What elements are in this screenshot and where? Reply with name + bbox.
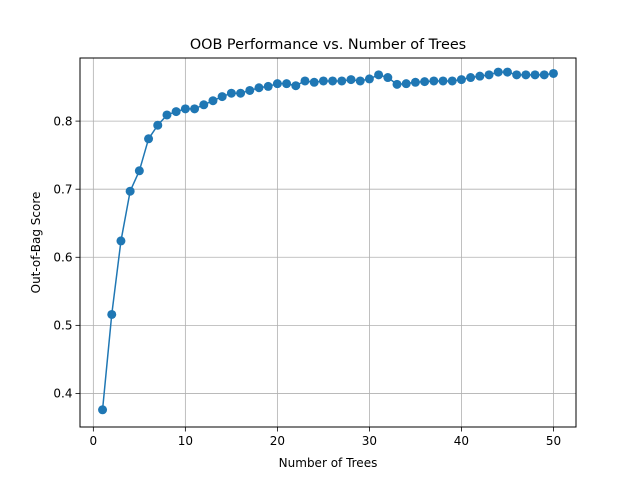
data-point	[199, 100, 209, 110]
data-point	[190, 104, 200, 114]
data-point	[438, 76, 448, 86]
data-point	[456, 75, 466, 85]
data-point	[300, 76, 310, 86]
data-point	[217, 92, 227, 102]
data-point	[502, 67, 512, 77]
x-tick-label: 50	[546, 434, 561, 448]
data-point	[475, 71, 485, 81]
data-point	[364, 74, 374, 84]
data-point	[272, 79, 282, 89]
data-point	[180, 104, 190, 114]
x-axis-label: Number of Trees	[279, 456, 378, 470]
data-point	[263, 81, 273, 91]
y-tick-label: 0.4	[53, 387, 72, 401]
x-tick-label: 30	[362, 434, 377, 448]
data-point	[282, 79, 292, 89]
x-tick-label: 0	[90, 434, 98, 448]
plot-area	[80, 58, 576, 427]
data-point	[328, 76, 338, 86]
y-tick-label: 0.7	[53, 182, 72, 196]
data-point	[153, 120, 163, 130]
data-point	[245, 85, 255, 95]
series-layer	[98, 67, 558, 415]
y-axis-label: Out-of-Bag Score	[29, 192, 43, 294]
data-point	[493, 67, 503, 77]
data-point	[530, 70, 540, 80]
data-point	[383, 73, 393, 83]
data-point	[429, 76, 439, 86]
data-point	[134, 166, 144, 176]
data-point	[171, 107, 181, 117]
data-point	[291, 81, 301, 91]
data-point	[512, 70, 522, 80]
data-point	[410, 77, 420, 87]
data-point	[521, 70, 531, 80]
data-point	[392, 79, 402, 89]
data-point	[226, 88, 236, 98]
data-point	[374, 70, 384, 80]
data-point	[125, 186, 135, 196]
y-tick-label: 0.5	[53, 319, 72, 333]
data-point	[548, 68, 558, 78]
y-tick-label: 0.6	[53, 251, 72, 265]
x-tick-label: 20	[270, 434, 285, 448]
data-point	[484, 70, 494, 80]
data-point	[355, 76, 365, 86]
ticks-layer: 0 10 20 30 40 50 0.4 0.5 0.6 0.7 0.8	[53, 114, 561, 448]
grid	[80, 58, 576, 427]
data-point	[236, 88, 246, 98]
data-point	[447, 76, 457, 86]
data-point	[346, 75, 356, 85]
data-point	[107, 309, 117, 319]
data-point	[208, 96, 218, 106]
data-point	[116, 236, 126, 246]
x-tick-label: 10	[178, 434, 193, 448]
data-point	[318, 76, 328, 86]
data-point	[254, 83, 264, 93]
data-point	[98, 405, 108, 415]
y-tick-label: 0.8	[53, 114, 72, 128]
data-point	[337, 76, 347, 86]
x-tick-label: 40	[454, 434, 469, 448]
data-point	[420, 77, 430, 87]
chart-title: OOB Performance vs. Number of Trees	[190, 37, 466, 53]
data-point	[162, 110, 172, 120]
data-point	[466, 73, 476, 83]
plot-frame	[79, 57, 577, 428]
data-point	[144, 134, 154, 144]
data-point	[309, 77, 319, 87]
data-point	[539, 70, 549, 80]
data-point	[401, 79, 411, 89]
